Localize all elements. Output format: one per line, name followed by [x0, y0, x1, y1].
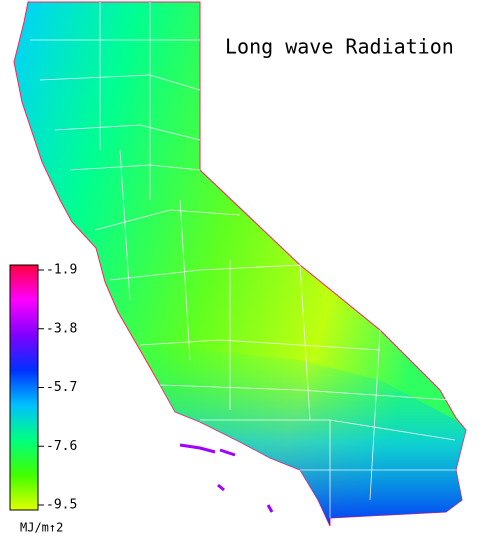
color-bar: -1.9 -3.8 -5.7 -7.6 -9.5 — [9, 263, 77, 513]
california-map — [13, 1, 467, 527]
color-bar-scale — [9, 264, 39, 511]
tick-label: -1.9 — [46, 263, 77, 278]
tick-label: -5.7 — [46, 380, 77, 395]
map-title: Long wave Radiation — [225, 35, 454, 59]
tick-label: -3.8 — [46, 321, 77, 336]
tick-label: -9.5 — [46, 498, 77, 513]
tick-label: -7.6 — [46, 439, 77, 454]
color-bar-unit: MJ/m↑2 — [20, 521, 63, 535]
